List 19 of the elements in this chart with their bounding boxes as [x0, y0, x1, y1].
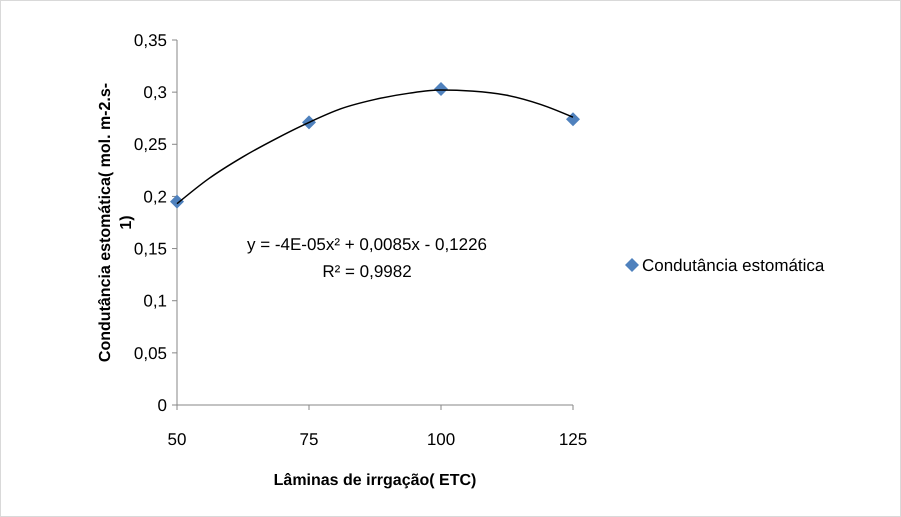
x-tick-label: 50 [168, 430, 186, 449]
point [170, 194, 184, 209]
y-tick-label: 0,15 [134, 240, 167, 259]
annotation: R² = 0,9982 [322, 262, 412, 281]
y-tick-label: 0,3 [143, 83, 167, 102]
y-tick-label: 0,2 [143, 187, 167, 206]
y-tick-label: 0,05 [134, 344, 167, 363]
y-tick-label: 0 [158, 396, 167, 415]
point [566, 112, 580, 126]
x-tick-label: 100 [426, 430, 456, 449]
legend-label: Condutância estomática [642, 256, 825, 275]
y-tick-label: 0,25 [134, 135, 167, 154]
x-tick-label: 75 [300, 430, 318, 449]
y-tick-label: 0,1 [143, 292, 167, 311]
x-axis-title: Lâminas de irrgação( ETC) [274, 472, 476, 489]
x-tick-label: 125 [558, 430, 588, 449]
y-tick-label: 0,35 [134, 30, 167, 50]
annotation: y = -4E-05x² + 0,0085x - 0,1226 [246, 235, 488, 254]
y-axis-title: Condutância estomática( mol. m-2.s-1) [97, 82, 135, 362]
